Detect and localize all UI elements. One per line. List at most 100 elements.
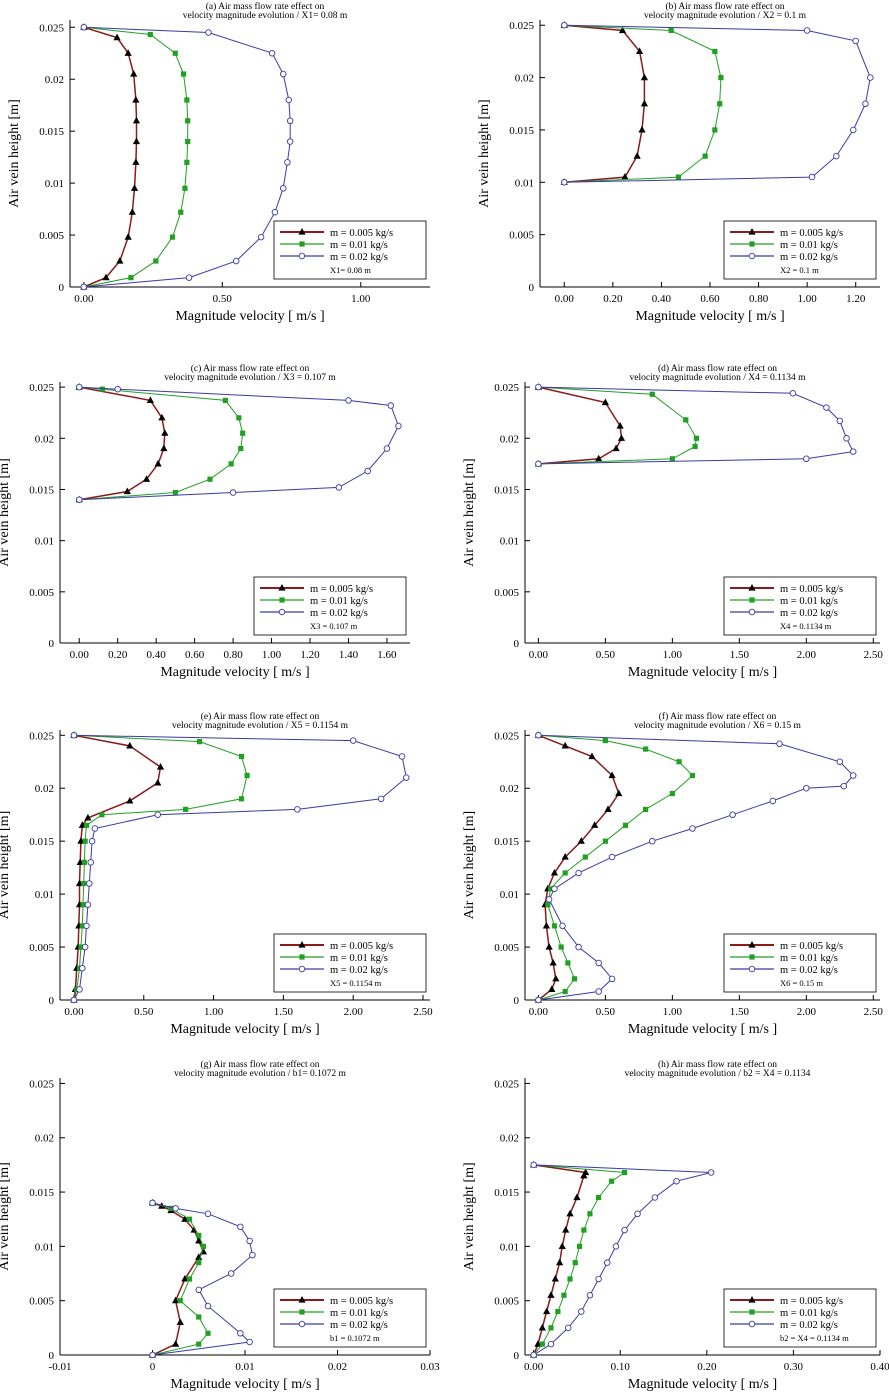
series-line	[533, 1164, 712, 1356]
data-point	[561, 179, 568, 186]
x-tick-label: 2.00	[797, 1006, 817, 1018]
data-point	[197, 739, 203, 745]
chart-subtitle: velocity magnitude evolution / X2 = 0.1 …	[644, 11, 807, 21]
data-point	[146, 396, 154, 404]
y-tick-label: 0.02	[35, 1133, 54, 1145]
data-point	[849, 772, 857, 779]
x-tick-label: 0.50	[213, 293, 233, 305]
legend-box	[723, 576, 877, 636]
data-point	[76, 986, 83, 993]
data-point	[161, 429, 169, 436]
data-series	[75, 383, 169, 503]
data-point	[80, 902, 86, 908]
series-line	[73, 734, 162, 1001]
data-point	[154, 811, 161, 818]
data-point	[676, 759, 682, 765]
legend-marker	[749, 954, 755, 960]
data-point	[551, 1274, 559, 1282]
data-point	[78, 944, 84, 950]
data-point	[543, 1307, 551, 1315]
data-point	[181, 1215, 189, 1222]
legend-label: m = 0.005 kg/s	[330, 228, 393, 239]
y-tick-label: 0.02	[500, 433, 519, 445]
legend-marker	[298, 228, 306, 235]
data-point	[649, 391, 655, 397]
legend-label: m = 0.02 kg/s	[330, 1320, 388, 1331]
data-point	[82, 838, 88, 844]
data-point	[566, 1209, 574, 1217]
x-tick-label: 1.50	[274, 1006, 294, 1018]
chart-subtitle: velocity magnitude evolution / X6 = 0.15…	[634, 721, 801, 731]
data-point	[222, 397, 228, 404]
data-point	[587, 1211, 593, 1217]
data-series	[76, 384, 246, 503]
data-point	[668, 27, 674, 34]
chart-panel: 0 0.005 0.01 0.015 0.02 0.025 0.00 0.20 0.40 0.60…	[0, 363, 410, 680]
data-point	[582, 1168, 590, 1176]
data-point	[149, 1351, 156, 1359]
y-tick-label: 0.015	[29, 484, 54, 496]
data-point	[195, 1286, 202, 1294]
data-point	[403, 774, 410, 781]
legend-note: b2 = X4 = 0.1134 m	[780, 1333, 849, 1343]
legend-marker	[299, 1309, 305, 1315]
data-point	[836, 758, 844, 766]
y-tick-label: 0.015	[494, 1187, 519, 1199]
data-point	[244, 772, 250, 779]
y-tick-label: 0.005	[39, 230, 64, 242]
data-point	[182, 185, 188, 191]
data-point	[530, 1351, 537, 1359]
data-point	[178, 209, 184, 215]
data-point	[196, 1341, 202, 1347]
data-point	[207, 476, 213, 482]
data-point	[132, 95, 140, 103]
data-point	[147, 31, 153, 38]
legend-label: m = 0.005 kg/s	[780, 584, 843, 595]
data-point	[195, 1236, 203, 1244]
data-series	[75, 383, 402, 503]
data-point	[823, 404, 830, 411]
data-point	[181, 1274, 189, 1282]
data-point	[154, 778, 162, 786]
data-point	[123, 487, 131, 495]
data-point	[75, 383, 83, 391]
data-point	[246, 1338, 253, 1346]
data-point	[547, 886, 554, 892]
data-point	[398, 753, 406, 760]
data-point	[530, 1161, 537, 1169]
data-point	[130, 184, 139, 191]
data-point	[576, 1243, 583, 1249]
x-tick-label: 2.50	[864, 1006, 884, 1018]
x-tick-label: 0.60	[700, 293, 720, 305]
data-point	[535, 383, 542, 391]
chart-subtitle: velocity magnitude evolution / b1= 0.107…	[174, 1069, 346, 1079]
legend-label: m = 0.005 kg/s	[780, 228, 843, 239]
data-point	[689, 825, 696, 832]
data-point	[577, 837, 585, 844]
data-point	[621, 1226, 628, 1234]
chart-panel: 0 0.005 0.01 0.015 0.02 0.025 0.00 0.20 0.40 0.60…	[477, 1, 880, 324]
data-point	[279, 185, 287, 192]
x-axis-label: Magnitude velocity [ m/s ]	[628, 1022, 777, 1037]
data-point	[196, 1314, 202, 1320]
data-point	[387, 402, 395, 409]
x-tick-label: 1.20	[846, 293, 866, 305]
y-tick-label: 0.02	[35, 433, 54, 445]
data-point	[75, 496, 83, 503]
data-point	[642, 746, 649, 752]
series-line	[533, 1164, 627, 1356]
data-point	[634, 1210, 641, 1218]
data-point	[99, 386, 105, 392]
data-point	[364, 467, 371, 475]
data-point	[571, 976, 578, 982]
y-tick-label: 0.015	[29, 1187, 54, 1199]
data-point	[345, 397, 352, 404]
data-point	[180, 71, 187, 77]
y-tick-label: 0.01	[500, 536, 519, 548]
y-tick-label: 0.015	[509, 125, 534, 137]
data-point	[539, 1341, 545, 1347]
chart-panel: 0 0.005 0.01 0.015 0.02 0.025 0.00 0.50 1.00 Magn…	[7, 1, 430, 324]
y-axis-label: Air vein height [m]	[462, 458, 477, 566]
data-point	[185, 274, 193, 281]
